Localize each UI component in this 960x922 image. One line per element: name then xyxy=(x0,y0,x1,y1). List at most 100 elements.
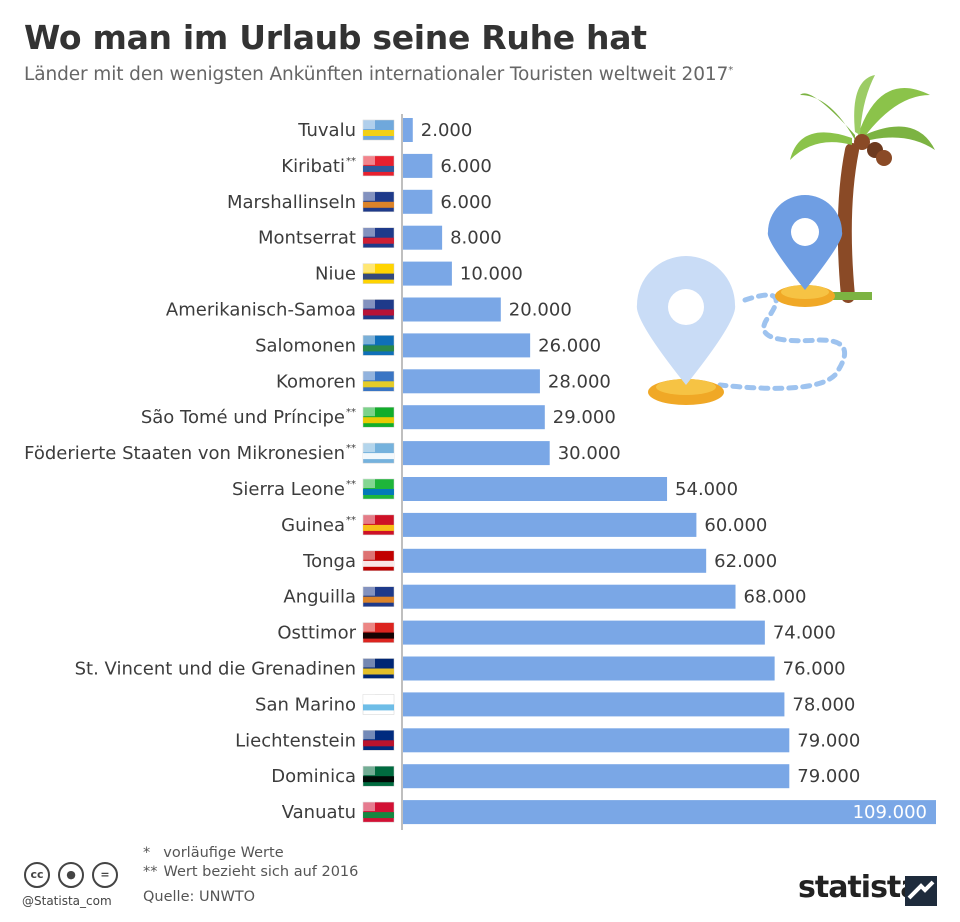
source-note: Quelle: UNWTO xyxy=(143,889,256,905)
country-label-19: Vanuatu xyxy=(282,802,356,823)
country-note-11: ** xyxy=(346,515,356,526)
bar-12 xyxy=(403,548,707,573)
value-label-14: 74.000 xyxy=(773,623,836,644)
footnote-2-text: Wert bezieht sich auf 2016 xyxy=(163,864,359,880)
statista-handle[interactable]: @Statista_com xyxy=(22,894,112,908)
bar-5 xyxy=(403,297,501,322)
value-label-8: 29.000 xyxy=(553,407,616,428)
country-label-3: Montserrat xyxy=(258,228,356,249)
statista-logo-mark xyxy=(905,876,937,906)
value-label-13: 68.000 xyxy=(744,587,807,608)
bar-11 xyxy=(403,512,697,537)
by-person-icon[interactable]: ● xyxy=(58,862,84,888)
solomon-islands-flag-icon xyxy=(362,335,395,356)
value-label-1: 6.000 xyxy=(440,156,492,177)
value-label-19: 109.000 xyxy=(853,802,927,823)
micronesia-flag-icon xyxy=(362,442,395,464)
country-label-14: Osttimor xyxy=(277,623,356,644)
map-pin-icon xyxy=(767,195,843,307)
travel-illustration xyxy=(636,75,935,405)
bar-8 xyxy=(403,405,545,430)
footnote-1-text: vorläufige Werte xyxy=(163,845,284,861)
liechtenstein-flag-icon xyxy=(362,730,395,751)
value-label-0: 2.000 xyxy=(421,120,473,141)
bar-2 xyxy=(403,189,433,214)
country-note-1: ** xyxy=(346,156,356,167)
country-label-11: Guinea xyxy=(281,515,345,536)
statista-logo[interactable]: statista xyxy=(798,870,921,905)
footnote-2-mark: ** xyxy=(143,864,158,880)
bar-0 xyxy=(403,118,413,142)
country-label-10: Sierra Leone xyxy=(232,479,345,500)
value-label-3: 8.000 xyxy=(450,228,502,249)
country-label-18: Dominica xyxy=(271,766,356,787)
bar-7 xyxy=(403,369,540,394)
bar-15 xyxy=(403,656,775,681)
value-label-17: 79.000 xyxy=(797,730,860,751)
marshall-islands-flag-icon xyxy=(362,191,395,213)
value-label-2: 6.000 xyxy=(440,192,492,213)
country-label-17: Liechtenstein xyxy=(235,730,356,751)
value-label-11: 60.000 xyxy=(704,515,767,536)
value-label-6: 26.000 xyxy=(538,335,601,356)
value-label-5: 20.000 xyxy=(509,300,572,321)
palm-tree-icon xyxy=(790,75,935,303)
bar-19 xyxy=(403,800,936,825)
value-label-9: 30.000 xyxy=(558,443,621,464)
kiribati-flag-icon xyxy=(362,155,395,177)
country-label-13: Anguilla xyxy=(283,587,356,608)
st-vincent-flag-icon xyxy=(362,658,395,679)
value-label-15: 76.000 xyxy=(783,659,846,680)
dotted-route-icon xyxy=(717,292,847,391)
tuvalu-flag-icon xyxy=(362,119,395,141)
east-timor-flag-icon xyxy=(362,622,395,643)
country-label-1: Kiribati xyxy=(281,156,345,177)
chart-title: Wo man im Urlaub seine Ruhe hat xyxy=(24,18,647,57)
bar-13 xyxy=(403,584,736,609)
cc-icon[interactable]: cc xyxy=(24,862,50,888)
value-label-18: 79.000 xyxy=(797,766,860,787)
bar-1 xyxy=(403,153,433,178)
country-note-10: ** xyxy=(346,479,356,490)
country-label-5: Amerikanisch-Samoa xyxy=(166,300,356,321)
sierra-leone-flag-icon xyxy=(362,478,395,500)
value-label-7: 28.000 xyxy=(548,371,611,392)
country-label-15: St. Vincent und die Grenadinen xyxy=(75,659,356,680)
bar-18 xyxy=(403,764,790,789)
country-label-4: Niue xyxy=(315,264,356,285)
footnote-1-mark: * xyxy=(143,845,151,861)
value-label-16: 78.000 xyxy=(792,694,855,715)
anguilla-flag-icon xyxy=(362,586,395,607)
guinea-flag-icon xyxy=(362,514,395,536)
value-label-4: 10.000 xyxy=(460,264,523,285)
bar-17 xyxy=(403,728,790,753)
country-label-6: Salomonen xyxy=(255,335,356,356)
san-marino-flag-icon xyxy=(362,694,395,715)
bar-10 xyxy=(403,477,668,501)
footnote-1: * vorläufige Werte xyxy=(143,845,284,861)
country-note-9: ** xyxy=(346,443,356,454)
country-label-9: Föderierte Staaten von Mikronesien xyxy=(24,443,345,464)
bar-4 xyxy=(403,261,452,286)
map-pin-icon xyxy=(636,256,736,405)
bar-16 xyxy=(403,692,785,717)
bar-9 xyxy=(403,441,550,466)
footnote-2: ** Wert bezieht sich auf 2016 xyxy=(143,864,358,880)
vanuatu-flag-icon xyxy=(362,801,395,823)
subtitle-text: Länder mit den wenigsten Ankünften inter… xyxy=(24,64,729,85)
chart-subtitle: Länder mit den wenigsten Ankünften inter… xyxy=(24,64,733,85)
value-label-10: 54.000 xyxy=(675,479,738,500)
niue-flag-icon xyxy=(362,263,395,284)
country-label-16: San Marino xyxy=(255,694,356,715)
country-label-8: São Tomé und Príncipe xyxy=(141,407,345,428)
value-label-12: 62.000 xyxy=(714,551,777,572)
dominica-flag-icon xyxy=(362,765,395,787)
nd-equals-icon[interactable]: = xyxy=(92,862,118,888)
country-label-7: Komoren xyxy=(276,371,356,392)
bar-14 xyxy=(403,620,765,645)
tonga-flag-icon xyxy=(362,550,395,572)
country-label-2: Marshallinseln xyxy=(227,192,356,213)
subtitle-footnote-mark: * xyxy=(728,64,734,76)
